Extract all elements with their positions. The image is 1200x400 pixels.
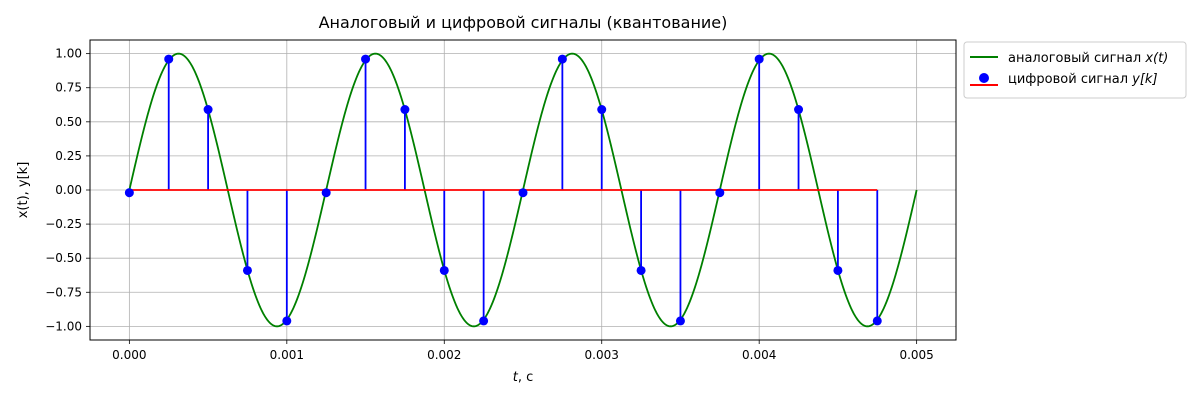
digital-sample-point	[282, 316, 292, 326]
digital-sample-point	[242, 265, 252, 275]
legend-box	[963, 41, 1187, 99]
legend-label-analog-math: x(t)	[1144, 51, 1168, 66]
digital-sample-point	[557, 54, 567, 64]
digital-sample-point	[439, 265, 449, 275]
digital-sample-point	[400, 105, 410, 115]
y-tick-label: −0.75	[45, 285, 82, 299]
digital-sample-point	[675, 316, 685, 326]
digital-sample-point	[164, 54, 174, 64]
legend-label-digital-name: цифровой сигнал	[1008, 72, 1128, 87]
digital-sample-point	[479, 316, 489, 326]
x-axis-label-unit: , с	[518, 370, 533, 385]
y-tick-label: 0.50	[55, 115, 82, 129]
legend-swatch-digital-marker	[979, 73, 989, 83]
digital-sample-point	[518, 188, 528, 198]
digital-sample-point	[321, 188, 331, 198]
x-tick-label: 0.002	[427, 348, 461, 362]
x-tick-label: 0.005	[899, 348, 933, 362]
x-tick-label: 0.000	[112, 348, 146, 362]
digital-sample-point	[872, 316, 882, 326]
plot-area	[124, 52, 918, 328]
legend-label-digital-math: y[k]	[1131, 72, 1157, 87]
digital-sample-point	[203, 105, 213, 115]
x-tick-label: 0.001	[270, 348, 304, 362]
y-tick-label: 0.00	[55, 183, 82, 197]
y-tick-label: −0.50	[45, 251, 82, 265]
digital-sample-point	[636, 265, 646, 275]
digital-sample-point	[361, 54, 371, 64]
legend: аналоговый сигнал x(t) цифровой сигнал y…	[963, 41, 1187, 99]
legend-label-digital: цифровой сигнал y[k]	[1008, 72, 1158, 87]
digital-sample-point	[597, 105, 607, 115]
y-tick-label: −1.00	[45, 319, 82, 333]
axis-ticks: 0.000 0.001 0.002 0.003 0.004 0.005 −1.00 −0.75…	[45, 47, 934, 362]
legend-label-analog: аналоговый сигнал x(t)	[1008, 51, 1168, 66]
x-tick-label: 0.003	[585, 348, 619, 362]
chart-title: Аналоговый и цифровой сигналы (квантован…	[319, 13, 728, 32]
y-tick-label: 1.00	[55, 47, 82, 61]
legend-label-analog-name: аналоговый сигнал	[1008, 51, 1141, 66]
y-tick-label: 0.25	[55, 149, 82, 163]
x-axis-label: t, с	[513, 370, 534, 385]
x-axis-label-variable: t	[513, 370, 519, 385]
digital-sample-point	[754, 54, 764, 64]
y-tick-label: 0.75	[55, 81, 82, 95]
y-tick-label: −0.25	[45, 217, 82, 231]
digital-sample-point	[794, 105, 804, 115]
y-axis-label: x(t), y[k]	[16, 162, 31, 219]
x-tick-label: 0.004	[742, 348, 776, 362]
digital-sample-point	[124, 188, 134, 198]
digital-sample-point	[833, 265, 843, 275]
digital-sample-point	[715, 188, 725, 198]
